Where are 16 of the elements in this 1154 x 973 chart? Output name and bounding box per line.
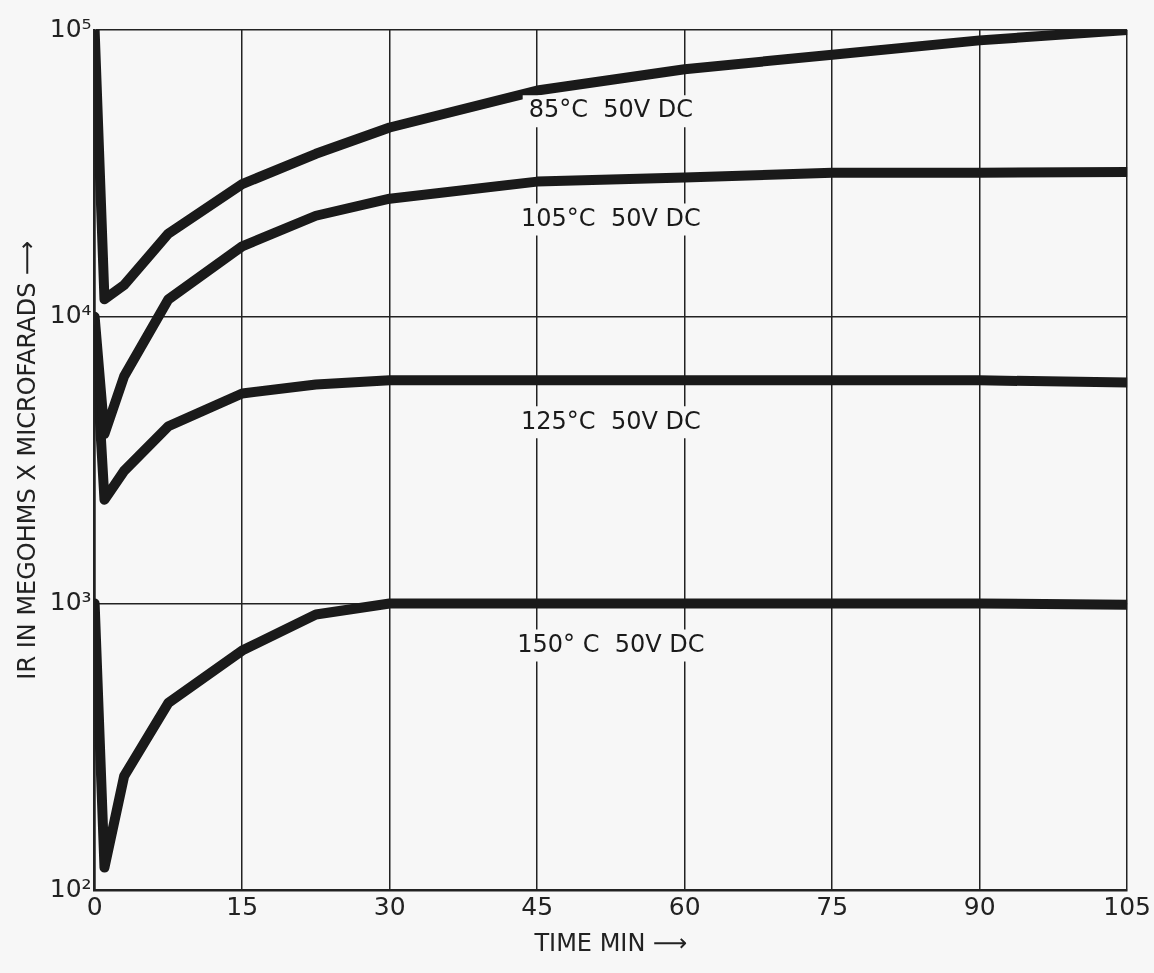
y-tick-label: 10⁴ [49, 300, 92, 330]
x-tick-label: 90 [963, 891, 996, 921]
x-tick-label: 105 [1103, 891, 1151, 921]
y-tick-label: 10⁵ [49, 13, 92, 43]
series-label: 105°C 50V DC [521, 203, 701, 232]
y-axis-title: IR IN MEGOHMS X MICROFARADS ⟶ [12, 240, 41, 680]
series-label: 150° C 50V DC [517, 629, 705, 658]
x-tick-label: 60 [668, 891, 701, 921]
x-tick-label: 45 [521, 891, 554, 921]
series-label: 125°C 50V DC [521, 406, 701, 435]
x-tick-label: 75 [816, 891, 849, 921]
x-tick-label: 15 [226, 891, 259, 921]
series-label: 85°C 50V DC [528, 95, 694, 124]
x-axis-title: TIME MIN ⟶ [533, 928, 688, 957]
y-tick-label: 10³ [49, 586, 92, 616]
x-tick-label: 30 [373, 891, 406, 921]
